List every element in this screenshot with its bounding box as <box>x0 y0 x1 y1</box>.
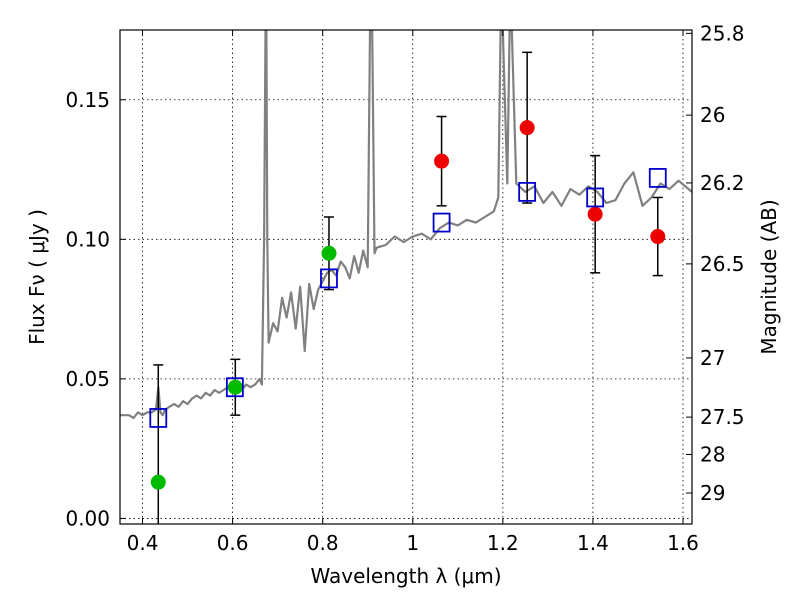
y-tick-label: 0.00 <box>65 506 110 530</box>
plot-background <box>120 30 692 524</box>
model-photometry-box <box>320 268 338 289</box>
nir-data-point <box>587 206 603 222</box>
x-tick-label: 1.4 <box>577 531 609 555</box>
y2-tick-label: 27.5 <box>700 405 745 429</box>
y2-tick-label: 26.5 <box>700 252 745 276</box>
model-photometry-box <box>648 168 667 188</box>
y2-tick-label: 28 <box>700 443 725 467</box>
model-photometry-box <box>225 377 244 398</box>
x-tick-label: 1 <box>406 531 419 555</box>
x-tick-label: 0.6 <box>217 531 249 555</box>
model-photometry-box <box>518 181 537 202</box>
grid-lines <box>120 30 692 524</box>
tick-layer: 0.4 0.6 0.8 1 1.2 1.4 1.6 0.00 0.05 0.10 0.15 25.8 2… <box>65 21 744 555</box>
data-layer <box>120 30 692 419</box>
nir-data-point <box>519 120 535 136</box>
optical-data-point <box>150 474 166 490</box>
x-tick-label: 0.8 <box>307 531 339 555</box>
y2-axis-title: Magnitude (AB) <box>757 199 781 354</box>
model-photometry-box <box>586 187 605 208</box>
model-photometry-box <box>432 212 451 233</box>
model-photometry-box <box>149 408 168 428</box>
y-axis-title: Flux Fν ( μJy ) <box>25 209 49 345</box>
errorbar-layer <box>149 51 667 524</box>
y-tick-label: 0.10 <box>65 227 110 251</box>
y2-tick-label: 25.8 <box>700 21 745 45</box>
model-spectrum-line <box>120 30 692 419</box>
x-tick-label: 1.6 <box>667 531 699 555</box>
nir-data-point <box>650 229 666 245</box>
y2-tick-label: 27 <box>700 346 725 370</box>
y-tick-label: 0.15 <box>65 88 110 112</box>
x-tick-label: 1.2 <box>487 531 519 555</box>
plot-frame <box>119 29 693 525</box>
y2-tick-label: 26.2 <box>700 171 745 195</box>
nir-data-point <box>434 153 450 169</box>
x-axis-title: Wavelength λ (μm) <box>310 564 501 588</box>
optical-data-point <box>321 245 337 261</box>
optical-data-point <box>227 379 243 395</box>
y2-tick-label: 26 <box>700 103 725 127</box>
y-tick-label: 0.05 <box>65 367 110 391</box>
y2-tick-label: 29 <box>700 481 725 505</box>
x-tick-label: 0.4 <box>127 531 159 555</box>
